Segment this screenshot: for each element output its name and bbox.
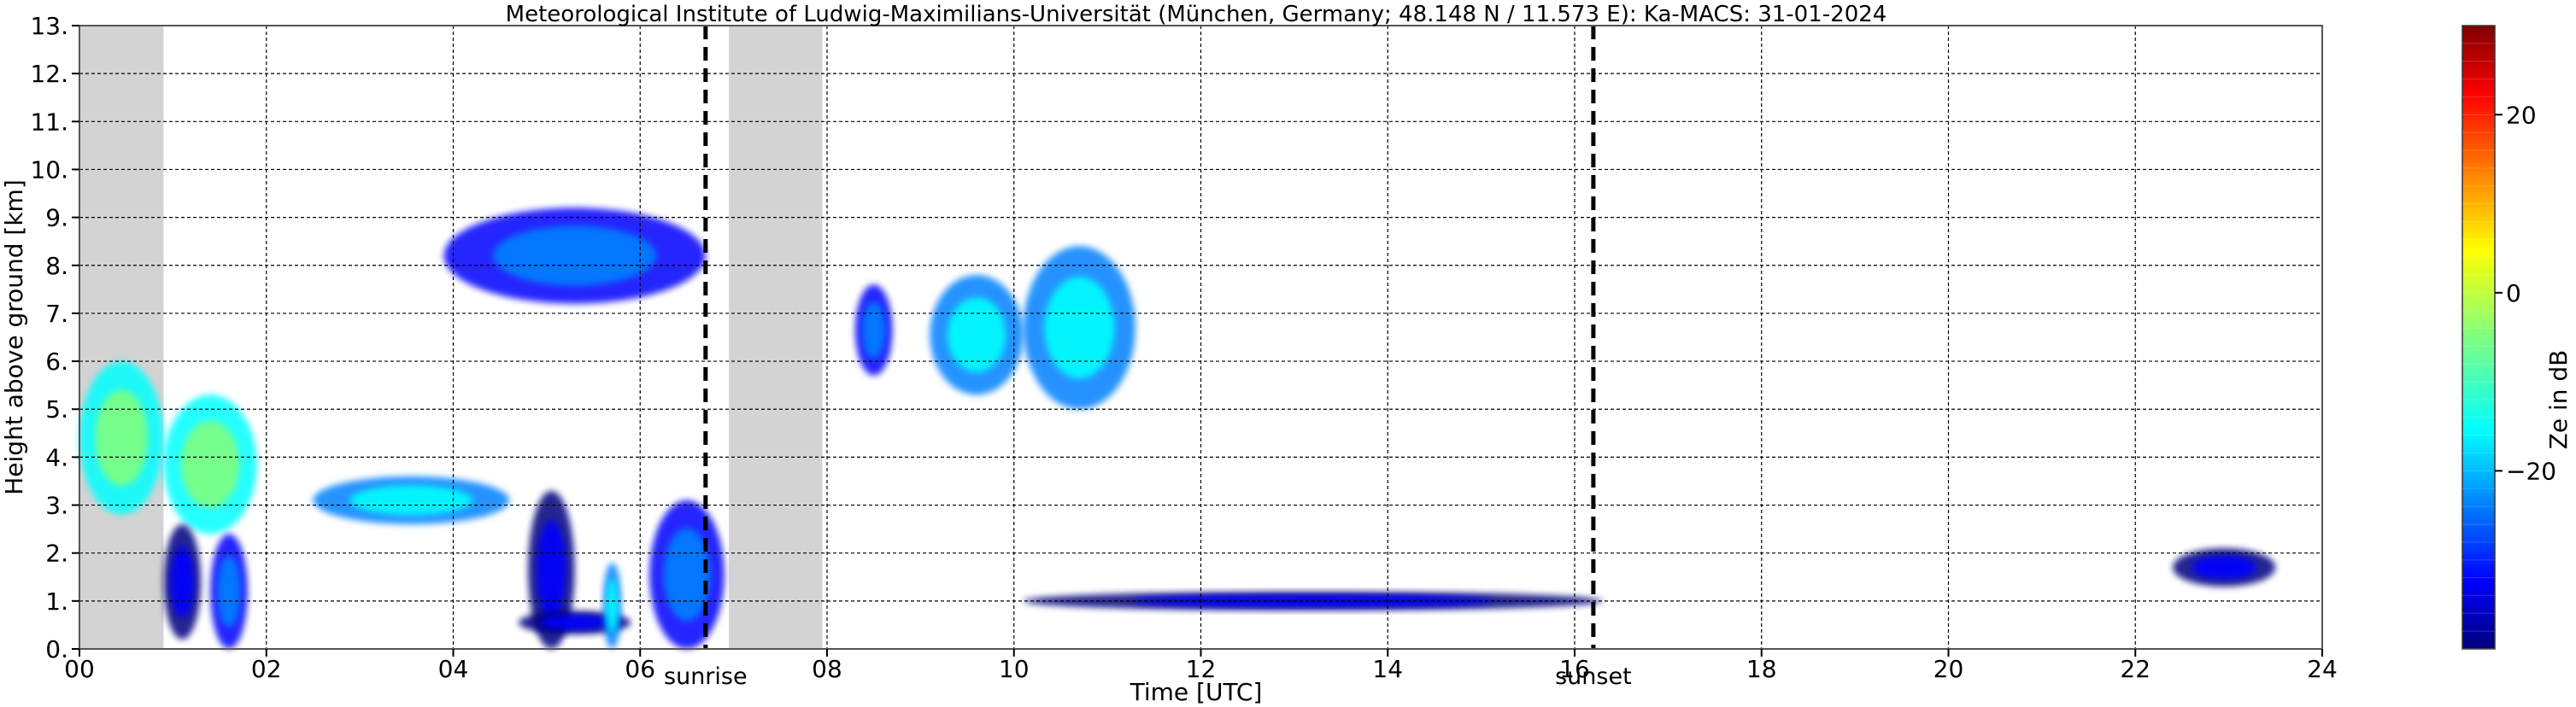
radar-echo-core: [349, 485, 473, 516]
x-tick-label: 02: [251, 655, 282, 683]
colorbar-ticks: 20 0 −20: [2495, 101, 2556, 485]
radar-echo-core: [217, 555, 241, 628]
x-axis-label: Time [UTC]: [1130, 678, 1263, 704]
radar-echo-core: [2192, 555, 2256, 580]
colorbar-gradient: [2462, 25, 2496, 650]
colorbar-label: Ze in dB: [2544, 350, 2573, 450]
colorbar: 20 0 −20 Ze in dB: [2462, 25, 2573, 650]
y-tick-label: 13.: [30, 12, 68, 40]
y-tick-label: 11.: [30, 108, 68, 136]
missing-data-band: [729, 26, 823, 649]
y-tick-label: 9.: [45, 204, 68, 232]
radar-echo-core: [537, 520, 566, 620]
x-tick-label: 00: [64, 655, 95, 683]
y-tick-label: 3.: [45, 492, 68, 520]
x-tick-label: 04: [438, 655, 469, 683]
colorbar-tick-label: 0: [2506, 279, 2521, 307]
y-tick-label: 4.: [45, 443, 68, 471]
grid-layer: [79, 26, 2322, 649]
x-tick-label: 08: [812, 655, 842, 683]
radar-echo-core: [947, 297, 1006, 373]
colorbar-tick-label: −20: [2506, 457, 2556, 485]
colorbar-tick-label: 20: [2506, 101, 2537, 129]
x-tick-label: 20: [1933, 655, 1964, 683]
x-tick-label: 06: [625, 655, 655, 683]
sunrise-label: sunrise: [664, 663, 748, 690]
x-tick-label: 22: [2120, 655, 2151, 683]
x-tick-label: 10: [999, 655, 1030, 683]
radar-echo-core: [862, 301, 886, 359]
x-tick-label: 16: [1559, 655, 1590, 683]
radar-echo-core: [663, 528, 711, 622]
missing-data-band: [79, 26, 164, 649]
radar-echo-core: [1044, 277, 1115, 379]
y-tick-label: 12.: [30, 60, 68, 88]
x-tick-label: 18: [1746, 655, 1777, 683]
chart-title: Meteorological Institute of Ludwig-Maxim…: [506, 2, 1887, 27]
x-tick-label: 12: [1186, 655, 1217, 683]
x-tick-label: 14: [1372, 655, 1403, 683]
y-tick-label: 1.: [45, 587, 68, 616]
y-axis-ticks: 0. 1. 2. 3. 4. 5. 6. 7. 8. 9. 10. 11. 12. 13.: [30, 12, 79, 663]
y-axis-label: Height above ground [km]: [0, 179, 28, 495]
radar-echo-core: [492, 225, 657, 286]
y-tick-label: 8.: [45, 252, 68, 280]
radar-echo-core: [170, 546, 194, 618]
radar-echo-core: [539, 615, 610, 630]
sun-marker-layer: sunrise sunset: [664, 26, 1632, 690]
y-tick-label: 7.: [45, 300, 68, 328]
x-tick-label: 24: [2307, 655, 2338, 683]
x-axis-ticks: 00 02 04 06 08 10 12 14 16 18 20 22 24: [64, 649, 2338, 683]
radar-echo-layer: [79, 207, 2276, 649]
y-tick-label: 6.: [45, 348, 68, 376]
y-tick-label: 10.: [30, 155, 68, 184]
colorbar-steps: [2462, 43, 2495, 650]
radar-echo-core: [180, 420, 240, 508]
missing-data-layer: [79, 26, 823, 649]
y-tick-label: 0.: [45, 635, 68, 663]
sunset-label: sunset: [1555, 663, 1632, 690]
y-tick-label: 2.: [45, 540, 68, 568]
radar-echo-core: [95, 389, 148, 487]
y-tick-label: 5.: [45, 395, 68, 424]
radar-echo-core: [606, 578, 619, 634]
